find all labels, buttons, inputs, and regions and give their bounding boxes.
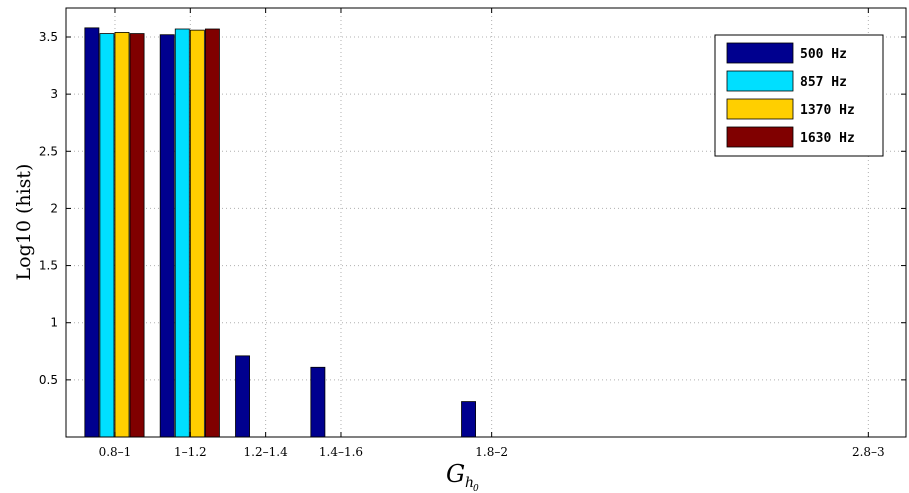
legend-swatch bbox=[726, 98, 794, 120]
legend-swatch bbox=[726, 126, 794, 148]
bar-500-hz bbox=[84, 27, 100, 438]
y-tick-label: 3.5 bbox=[39, 30, 58, 44]
y-axis-ticks: 0.5 1 1.5 2 2.5 3 3.5 bbox=[39, 30, 906, 387]
x-tick-label: 0.8–1 bbox=[99, 445, 132, 459]
x-tick-label: 1.4–1.6 bbox=[319, 445, 363, 459]
bar-1630-hz bbox=[129, 33, 145, 438]
y-tick-label: 2 bbox=[50, 201, 58, 215]
x-tick-label: 1–1.2 bbox=[174, 445, 207, 459]
bar-1630-hz bbox=[204, 28, 220, 438]
legend: 500 Hz 857 Hz 1370 Hz 1630 Hz bbox=[714, 34, 884, 157]
legend-label: 1370 Hz bbox=[800, 103, 855, 118]
bar-1370-hz bbox=[114, 32, 130, 438]
bar-1370-hz bbox=[189, 29, 205, 438]
y-tick-label: 1.5 bbox=[39, 259, 58, 273]
x-tick-label: 1.8–2 bbox=[475, 445, 508, 459]
bar-500-hz bbox=[310, 366, 326, 438]
bar-500-hz bbox=[461, 401, 476, 438]
legend-label: 857 Hz bbox=[800, 75, 847, 90]
legend-swatch bbox=[726, 42, 794, 64]
y-axis-label: Log10 (hist) bbox=[13, 164, 35, 281]
bar-857-hz bbox=[99, 33, 115, 438]
legend-label: 1630 Hz bbox=[800, 131, 855, 146]
bar-857-hz bbox=[174, 28, 190, 438]
bars bbox=[84, 27, 476, 438]
x-axis-label: G h 0 bbox=[446, 460, 479, 493]
x-axis-label-subscript: h bbox=[465, 475, 474, 491]
legend-label: 500 Hz bbox=[800, 47, 847, 62]
x-axis-label-main: G bbox=[446, 460, 465, 488]
y-tick-label: 2.5 bbox=[39, 144, 58, 158]
bar-500-hz bbox=[235, 355, 250, 438]
x-tick-label: 2.8–3 bbox=[852, 445, 885, 459]
y-tick-label: 3 bbox=[50, 87, 58, 101]
bar-500-hz bbox=[159, 34, 175, 438]
plot-frame bbox=[65, 7, 907, 438]
legend-swatch bbox=[726, 70, 794, 92]
y-tick-label: 1 bbox=[50, 316, 58, 330]
x-axis-label-subsubscript: 0 bbox=[473, 484, 479, 493]
x-axis-ticks: 0.8–1 1–1.2 1.2–1.4 1.4–1.6 1.8–2 2.8–3 bbox=[99, 8, 885, 459]
y-tick-label: 0.5 bbox=[39, 373, 58, 387]
x-tick-label: 1.2–1.4 bbox=[244, 445, 289, 459]
